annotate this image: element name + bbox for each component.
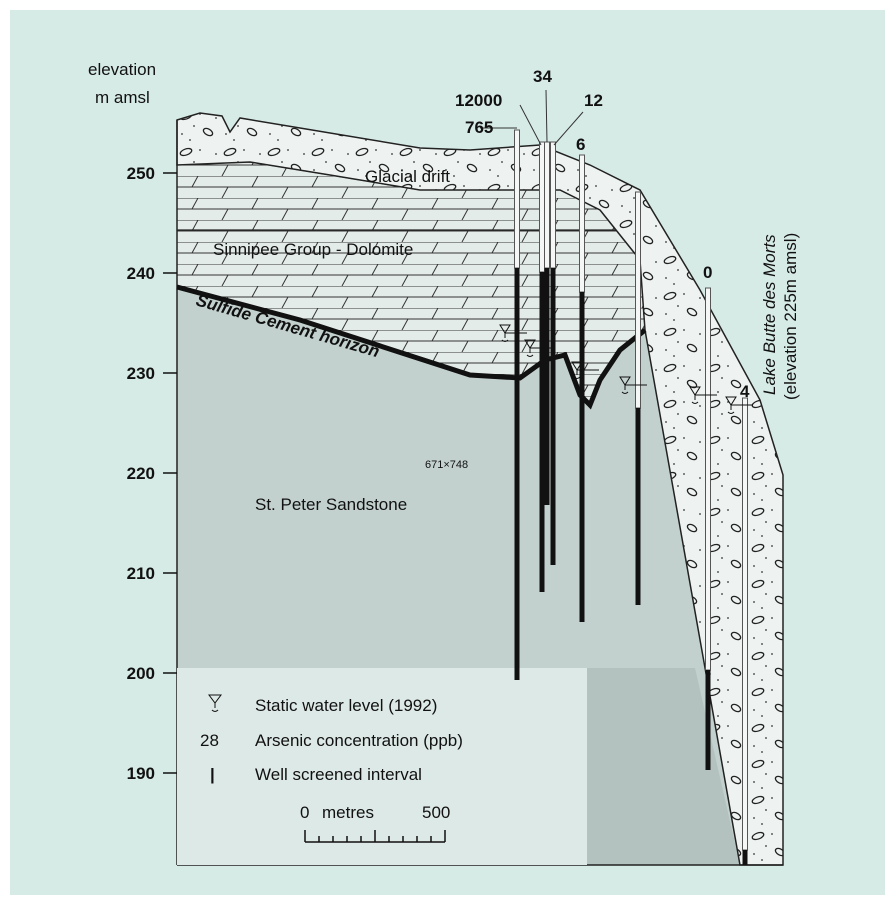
- legend-text: Well screened interval: [255, 765, 422, 784]
- well-casing: [544, 141, 550, 269]
- water-level: [571, 361, 599, 379]
- axis-title: m amsl: [95, 88, 150, 107]
- well-label: 0: [703, 263, 712, 282]
- well-label: 765: [465, 118, 493, 137]
- well-casing: [579, 154, 585, 293]
- legend-symbol: |: [210, 765, 215, 784]
- axis-title: elevation: [88, 60, 156, 79]
- tick-label: 250: [127, 164, 155, 183]
- legend-text: Static water level (1992): [255, 696, 437, 715]
- well-casing: [635, 191, 641, 409]
- tick-label: 230: [127, 364, 155, 383]
- tick-label: 190: [127, 764, 155, 783]
- well-screen: [544, 268, 550, 505]
- scale-label: metres: [322, 803, 374, 822]
- well-label: 34: [533, 67, 552, 86]
- tick-label: 220: [127, 464, 155, 483]
- well-screen: [742, 850, 748, 865]
- well-screen: [550, 268, 556, 565]
- leader: [519, 104, 542, 146]
- well-label: 12000: [455, 91, 502, 110]
- glacial-drift: [176, 112, 784, 866]
- well-screen: [579, 292, 585, 622]
- leader: [545, 89, 548, 143]
- scale-bar: [304, 830, 446, 843]
- tick-label: 240: [127, 264, 155, 283]
- well-casing: [539, 141, 545, 273]
- lake-label: Lake Butte des Morts: [760, 234, 779, 395]
- well-label: 4: [740, 382, 750, 401]
- layer-label: Glacial drift: [365, 167, 450, 186]
- well-casing: [705, 287, 711, 671]
- water-level: [725, 396, 753, 414]
- layer-label: Sinnipee Group - Dolomite: [213, 240, 413, 259]
- sandstone-dark: [587, 668, 740, 865]
- scale-label: 0: [300, 803, 309, 822]
- well-screen: [705, 670, 711, 770]
- water-level: [524, 339, 552, 357]
- scale-label: 500: [422, 803, 450, 822]
- legend-box: [177, 668, 587, 865]
- legend-symbol: 28: [200, 731, 219, 750]
- water-level: [689, 386, 717, 404]
- sulfide-horizon: [176, 284, 647, 410]
- water-level: [499, 324, 527, 342]
- well-casing: [514, 129, 520, 269]
- layer-label: St. Peter Sandstone: [255, 495, 407, 514]
- size-note: 671×748: [425, 459, 468, 471]
- well-casing: [550, 141, 556, 269]
- well-label: 12: [584, 91, 603, 110]
- water-symbol: [208, 694, 222, 712]
- well-screen: [539, 272, 545, 592]
- leader: [553, 111, 584, 146]
- wells: 765 12000 34 12 6 0 4: [455, 67, 753, 865]
- legend-text: Arsenic concentration (ppb): [255, 731, 463, 750]
- tick-label: 210: [127, 564, 155, 583]
- lake-label: (elevation 225m amsl): [781, 233, 800, 400]
- well-screen: [514, 268, 520, 680]
- well-label: 6: [576, 135, 585, 154]
- well-screen: [635, 408, 641, 605]
- well-casing: [742, 397, 748, 851]
- water-level: [619, 376, 647, 394]
- tick-label: 200: [127, 664, 155, 683]
